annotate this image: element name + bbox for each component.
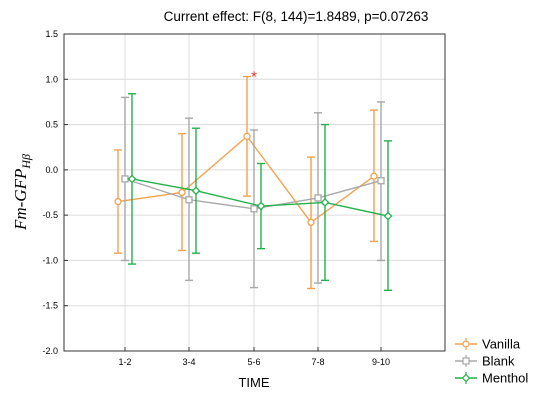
legend-marker bbox=[462, 357, 470, 365]
x-tick-label: 3-4 bbox=[182, 357, 195, 367]
data-point bbox=[114, 197, 122, 206]
data-point bbox=[121, 175, 129, 183]
legend-marker bbox=[462, 340, 470, 348]
x-tick-label: 5-6 bbox=[247, 357, 260, 367]
x-tick-label: 9-10 bbox=[372, 357, 390, 367]
data-point bbox=[307, 218, 315, 227]
legend-label: Vanilla bbox=[482, 337, 521, 352]
legend-label: Blank bbox=[482, 354, 515, 369]
data-point bbox=[191, 186, 201, 196]
x-tick-label: 7-8 bbox=[311, 357, 324, 367]
data-point bbox=[256, 201, 266, 211]
series-layer bbox=[114, 75, 393, 292]
y-axis-label: Fm-GFPHβ bbox=[11, 154, 33, 231]
data-point bbox=[370, 172, 378, 180]
data-point bbox=[314, 194, 322, 202]
y-axis-label-sub: Hβ bbox=[19, 154, 33, 170]
chart-title: Current effect: F(8, 144)=1.8489, p=0.07… bbox=[164, 9, 429, 24]
series-vanilla bbox=[114, 75, 378, 290]
x-tick-label: 1-2 bbox=[118, 357, 131, 367]
data-point bbox=[250, 205, 258, 213]
data-point bbox=[127, 174, 137, 184]
y-tick-label: 1.0 bbox=[45, 74, 58, 84]
data-point bbox=[178, 188, 186, 197]
data-point bbox=[377, 177, 385, 185]
series-menthol bbox=[127, 93, 393, 292]
y-tick-label: -1.5 bbox=[42, 301, 58, 311]
y-tick-label: -1.0 bbox=[42, 255, 58, 265]
y-tick-label: -0.5 bbox=[42, 210, 58, 220]
series-blank bbox=[121, 96, 385, 289]
legend-label: Menthol bbox=[482, 371, 528, 386]
y-tick-label: 0.5 bbox=[45, 120, 58, 130]
legend-item-menthol: Menthol bbox=[455, 371, 528, 386]
legend: Vanilla Blank Menthol bbox=[455, 337, 528, 386]
y-axis-label-main: Fm-GFP bbox=[11, 169, 30, 231]
legend-marker bbox=[461, 373, 471, 383]
data-point bbox=[320, 198, 330, 207]
legend-item-blank: Blank bbox=[455, 354, 515, 369]
legend-item-vanilla: Vanilla bbox=[455, 337, 521, 352]
series-line bbox=[131, 178, 389, 217]
y-tick-label: 0.0 bbox=[45, 165, 58, 175]
x-axis-ticks: 1-2 3-4 5-6 7-8 9-10 bbox=[118, 347, 390, 367]
data-point bbox=[243, 132, 251, 140]
data-point bbox=[383, 211, 393, 221]
x-axis-label: TIME bbox=[238, 375, 269, 390]
data-point bbox=[185, 196, 193, 204]
significance-star: * bbox=[251, 69, 257, 86]
y-axis-ticks: 1.5 1.0 0.5 0.0 -0.5 -1.0 -1.5 -2.0 bbox=[42, 29, 68, 356]
y-tick-label: -2.0 bbox=[42, 346, 58, 356]
series-line bbox=[117, 135, 375, 224]
y-tick-label: 1.5 bbox=[45, 29, 58, 39]
